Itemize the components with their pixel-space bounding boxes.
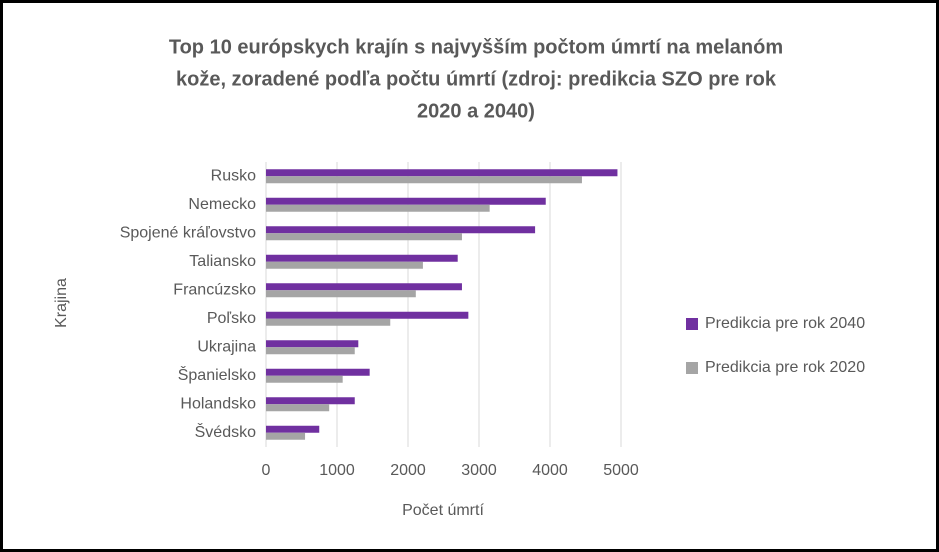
bar [266, 432, 306, 440]
bar [266, 204, 490, 212]
x-tick-label: 5000 [603, 462, 639, 479]
bar [266, 347, 355, 355]
bar [266, 290, 416, 298]
legend-swatch [686, 318, 698, 330]
bar [266, 340, 359, 348]
x-tick-label: 0 [262, 462, 271, 479]
bar [266, 226, 536, 234]
bar [266, 283, 462, 291]
legend-label: Predikcia pre rok 2040 [705, 315, 865, 332]
bar [266, 404, 330, 412]
bar [266, 261, 423, 269]
bar [266, 197, 546, 205]
bar [266, 318, 391, 326]
chart-title: Top 10 európskych krajín s najvyšším poč… [169, 36, 783, 58]
y-tick-label: Taliansko [189, 253, 256, 270]
y-tick-label: Francúzsko [173, 281, 256, 298]
bar [266, 176, 582, 184]
y-tick-label: Španielsko [178, 365, 256, 384]
chart-title: 2020 a 2040) [417, 100, 535, 122]
y-tick-label: Nemecko [188, 196, 256, 213]
bar [266, 311, 469, 319]
y-axis-label: Krajina [53, 278, 70, 328]
bar [266, 368, 370, 376]
y-tick-label: Ukrajina [197, 338, 256, 355]
y-tick-label: Rusko [211, 167, 256, 184]
legend-label: Predikcia pre rok 2020 [705, 359, 865, 376]
x-axis-label: Počet úmrtí [402, 502, 484, 519]
bar [266, 233, 462, 241]
bar [266, 169, 618, 177]
y-tick-label: Spojené kráľovstvo [120, 224, 256, 241]
bar [266, 254, 458, 262]
x-tick-label: 3000 [461, 462, 497, 479]
x-tick-label: 2000 [390, 462, 426, 479]
y-tick-label: Holandsko [180, 395, 256, 412]
x-tick-label: 4000 [532, 462, 568, 479]
y-tick-label: Poľsko [207, 310, 256, 327]
chart-title: kože, zoradené podľa počtu úmrtí (zdroj:… [176, 68, 777, 90]
x-tick-label: 1000 [319, 462, 355, 479]
bar [266, 425, 320, 433]
legend-swatch [686, 362, 698, 374]
bar [266, 375, 343, 383]
y-tick-label: Švédsko [195, 422, 256, 441]
bar [266, 397, 355, 405]
